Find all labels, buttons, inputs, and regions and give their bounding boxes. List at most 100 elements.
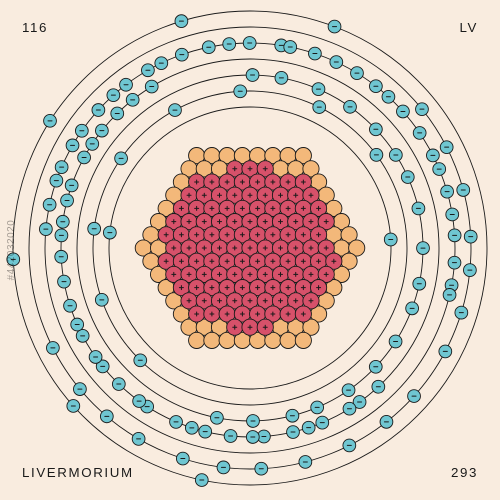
electron (111, 107, 124, 120)
electron (78, 151, 91, 164)
electron (133, 395, 146, 408)
element-name-label: LIVERMORIUM (22, 465, 134, 480)
electron (134, 354, 147, 367)
electron (455, 306, 468, 319)
electron (112, 378, 125, 391)
electron (351, 67, 364, 80)
electron (44, 114, 57, 127)
electron (55, 250, 68, 263)
electron (287, 426, 300, 439)
electron (50, 174, 63, 187)
electron (103, 226, 116, 239)
electron (464, 230, 477, 243)
electron (412, 202, 425, 215)
neutron (295, 332, 311, 348)
electron (441, 185, 454, 198)
electron (224, 430, 237, 443)
proton (189, 306, 205, 322)
electron (74, 383, 87, 396)
electron (170, 416, 183, 429)
electron (302, 421, 315, 434)
electron (448, 256, 461, 269)
electron (369, 123, 382, 136)
electron (463, 264, 476, 277)
electron (199, 425, 212, 438)
electron (58, 275, 71, 288)
electron (416, 103, 429, 116)
electron (223, 38, 236, 51)
electron (175, 48, 188, 61)
electron (413, 277, 426, 290)
electron (372, 380, 385, 393)
bohr-model-diagram (0, 0, 500, 500)
electron (175, 15, 188, 28)
electron (401, 171, 414, 184)
electron (246, 69, 259, 82)
proton (204, 306, 220, 322)
electron (169, 104, 182, 117)
electron (142, 64, 155, 77)
electron (95, 124, 108, 137)
electron (286, 409, 299, 422)
electron (384, 233, 397, 246)
electron (43, 198, 56, 211)
electron (439, 345, 452, 358)
neutron (280, 332, 296, 348)
electron (132, 432, 145, 445)
electron (39, 223, 52, 236)
electron (397, 105, 410, 118)
electron (46, 342, 59, 355)
electron (195, 474, 208, 487)
proton (280, 306, 296, 322)
element-symbol-label: LV (459, 20, 478, 35)
electron (255, 462, 268, 475)
electron (406, 302, 419, 315)
electron (120, 78, 133, 91)
electron (185, 421, 198, 434)
electron (312, 83, 325, 96)
electron (284, 41, 297, 54)
electron (382, 90, 395, 103)
mass-number-label: 293 (451, 465, 478, 480)
electron (443, 289, 456, 302)
electron (71, 318, 84, 331)
electron (448, 229, 461, 242)
electron (417, 242, 430, 255)
stock-watermark: #442032020 (6, 220, 17, 281)
electron (76, 329, 89, 342)
electron (210, 411, 223, 424)
electron (370, 148, 383, 161)
electron (344, 100, 357, 113)
electron (311, 401, 324, 414)
electron (95, 293, 108, 306)
neutron (189, 332, 205, 348)
nucleus-group (135, 148, 365, 349)
electron (343, 439, 356, 452)
electron (100, 410, 113, 423)
electron (408, 390, 421, 403)
electron (126, 93, 139, 106)
electron (55, 161, 68, 174)
electron (369, 80, 382, 93)
electron (75, 124, 88, 137)
electron (176, 452, 189, 465)
proton (242, 319, 258, 335)
electron (446, 208, 459, 221)
electron (92, 104, 105, 117)
electron (457, 184, 470, 197)
electron (246, 431, 259, 444)
electron (67, 400, 80, 413)
electron (275, 71, 288, 84)
electron (86, 137, 99, 150)
electron (88, 222, 101, 235)
neutron (204, 332, 220, 348)
electron (55, 229, 68, 242)
electron (342, 384, 355, 397)
electron (89, 351, 102, 364)
electron (299, 456, 312, 469)
electron (107, 89, 120, 102)
electron (316, 416, 329, 429)
electron (247, 415, 260, 428)
electron (343, 402, 356, 415)
electron (217, 461, 230, 474)
